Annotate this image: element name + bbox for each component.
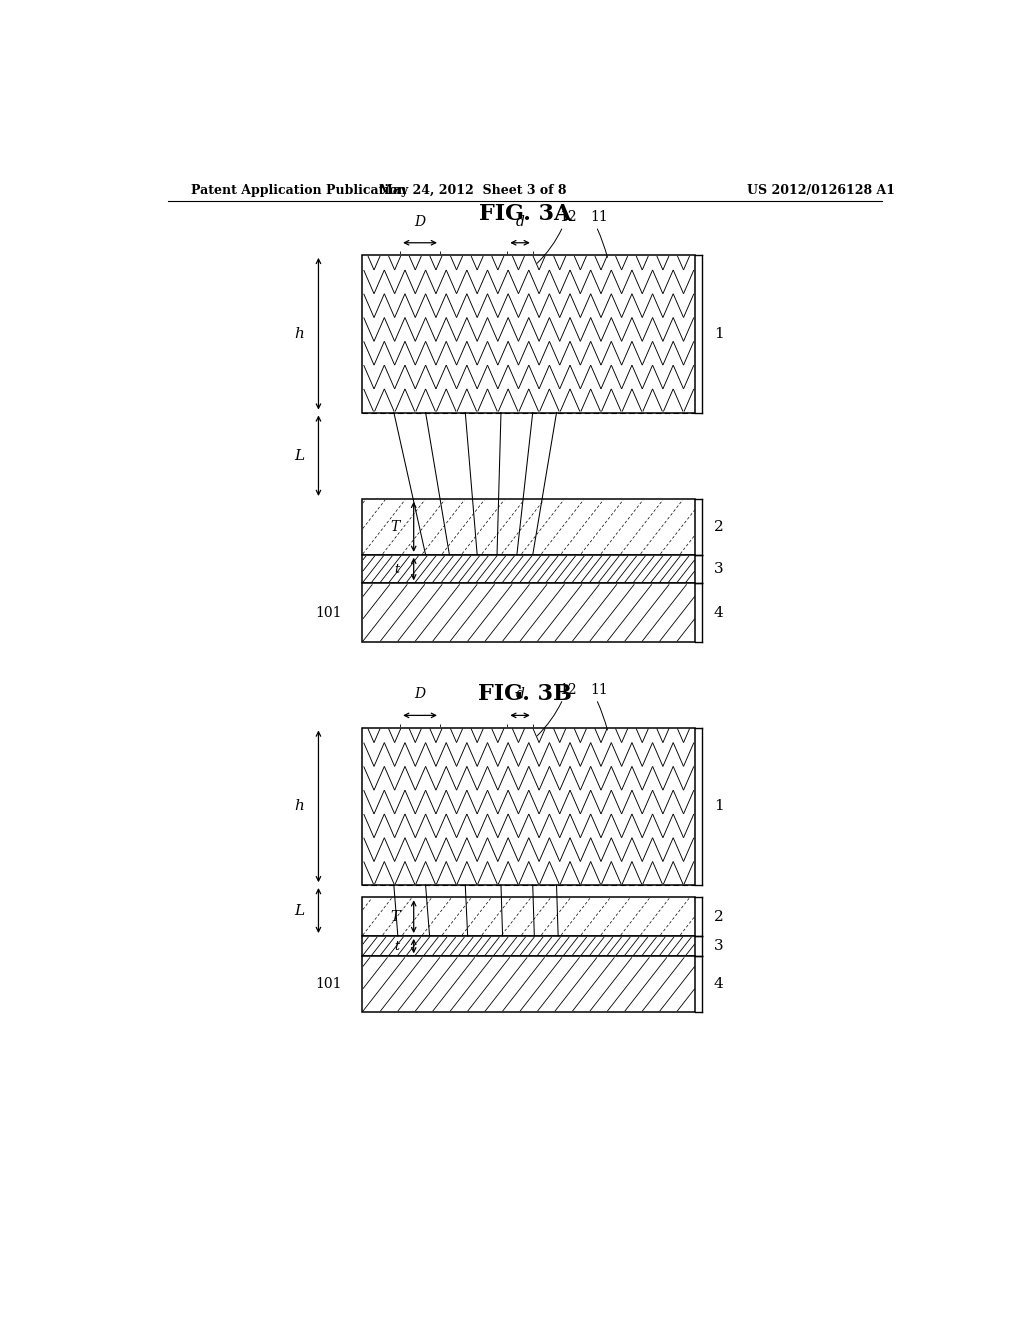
Text: Patent Application Publication: Patent Application Publication	[191, 183, 407, 197]
Text: d: d	[516, 688, 524, 701]
Text: 11: 11	[591, 210, 608, 224]
Bar	[362, 255, 695, 412]
Text: 4: 4	[714, 606, 723, 619]
Text: d: d	[516, 215, 524, 228]
Text: 3: 3	[714, 562, 723, 576]
Bar	[362, 936, 695, 956]
Text: FIG. 3B: FIG. 3B	[478, 682, 571, 705]
Bar	[362, 898, 695, 936]
Bar	[362, 956, 695, 1012]
Text: L: L	[294, 449, 304, 463]
Text: 3: 3	[714, 939, 723, 953]
Text: L: L	[294, 903, 304, 917]
Text: 2: 2	[714, 520, 723, 533]
Text: 1: 1	[714, 800, 723, 813]
Text: D: D	[415, 688, 426, 701]
Text: h: h	[294, 327, 304, 341]
Bar	[362, 583, 695, 643]
Text: FIG. 3A: FIG. 3A	[478, 203, 571, 226]
Text: T: T	[390, 520, 399, 533]
Text: US 2012/0126128 A1: US 2012/0126128 A1	[748, 183, 895, 197]
Bar	[362, 499, 695, 554]
Text: May 24, 2012  Sheet 3 of 8: May 24, 2012 Sheet 3 of 8	[380, 183, 567, 197]
Text: T: T	[390, 909, 399, 924]
Bar	[362, 727, 695, 886]
Text: 101: 101	[315, 606, 342, 619]
Text: 12: 12	[559, 210, 577, 224]
Text: 2: 2	[714, 909, 723, 924]
Text: 12: 12	[559, 682, 577, 697]
Bar	[362, 554, 695, 583]
Text: h: h	[294, 800, 304, 813]
Text: 101: 101	[315, 977, 342, 991]
Text: 11: 11	[591, 682, 608, 697]
Text: D: D	[415, 215, 426, 228]
Text: 1: 1	[714, 327, 723, 341]
Text: 4: 4	[714, 977, 723, 991]
Text: t: t	[394, 562, 399, 576]
Text: t: t	[394, 940, 399, 953]
